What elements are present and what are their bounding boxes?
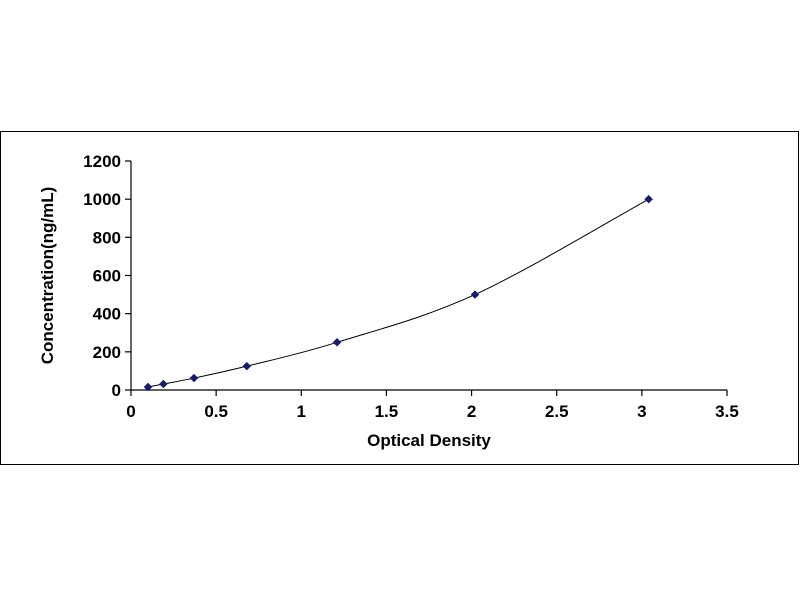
fit-curve <box>147 198 649 388</box>
x-tick-label: 1.5 <box>375 402 399 421</box>
chart-frame: 0 200 400 600 800 1000 1200 0 0.5 1 1.5 2 2.5 3 3.5 Op… <box>0 131 799 465</box>
data-point <box>332 337 342 347</box>
y-axis-title: Concentration(ng/mL) <box>38 187 57 365</box>
data-point <box>644 194 654 204</box>
x-tick-label: 1 <box>297 402 306 421</box>
chart-ticks: 0 200 400 600 800 1000 1200 0 0.5 1 1.5 2 2.5 3 3.5 <box>83 152 739 421</box>
y-tick-label: 200 <box>93 343 121 362</box>
y-tick-label: 0 <box>112 381 121 400</box>
x-axis-title: Optical Density <box>367 431 491 450</box>
x-tick-label: 0.5 <box>204 402 228 421</box>
x-tick-label: 2.5 <box>545 402 569 421</box>
chart-axes <box>130 161 727 391</box>
data-point <box>189 373 199 383</box>
data-point <box>143 382 153 392</box>
x-tick-label: 3 <box>637 402 646 421</box>
x-tick-label: 3.5 <box>715 402 739 421</box>
data-point <box>242 361 252 371</box>
data-point <box>470 290 480 299</box>
y-tick-label: 1200 <box>83 152 121 171</box>
x-tick-label: 0 <box>126 402 135 421</box>
chart-points-group <box>143 194 654 392</box>
chart-curve-group <box>147 198 649 388</box>
y-tick-label: 600 <box>93 267 121 286</box>
data-point <box>159 379 168 389</box>
y-tick-label: 1000 <box>83 190 121 209</box>
chart-svg: 0 200 400 600 800 1000 1200 0 0.5 1 1.5 2 2.5 3 3.5 Op… <box>38 152 739 450</box>
y-tick-label: 800 <box>93 228 121 247</box>
x-tick-label: 2 <box>467 402 476 421</box>
y-tick-label: 400 <box>93 305 121 324</box>
